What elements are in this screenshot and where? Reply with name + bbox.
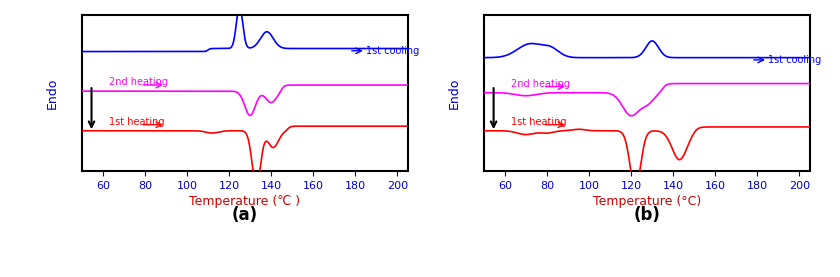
- Text: 1st heating: 1st heating: [109, 117, 165, 127]
- Text: 2nd heating: 2nd heating: [512, 79, 570, 89]
- Text: (a): (a): [232, 206, 258, 224]
- X-axis label: Temperature (℃ ): Temperature (℃ ): [189, 195, 301, 208]
- Text: Endo: Endo: [448, 77, 461, 109]
- Text: (b): (b): [633, 206, 660, 224]
- X-axis label: Temperature (°C): Temperature (°C): [593, 195, 701, 208]
- Text: 1st cooling: 1st cooling: [365, 46, 419, 56]
- Text: 2nd heating: 2nd heating: [109, 77, 168, 87]
- Text: 1st cooling: 1st cooling: [768, 55, 822, 65]
- Text: 1st heating: 1st heating: [512, 117, 567, 127]
- Text: Endo: Endo: [46, 77, 59, 109]
